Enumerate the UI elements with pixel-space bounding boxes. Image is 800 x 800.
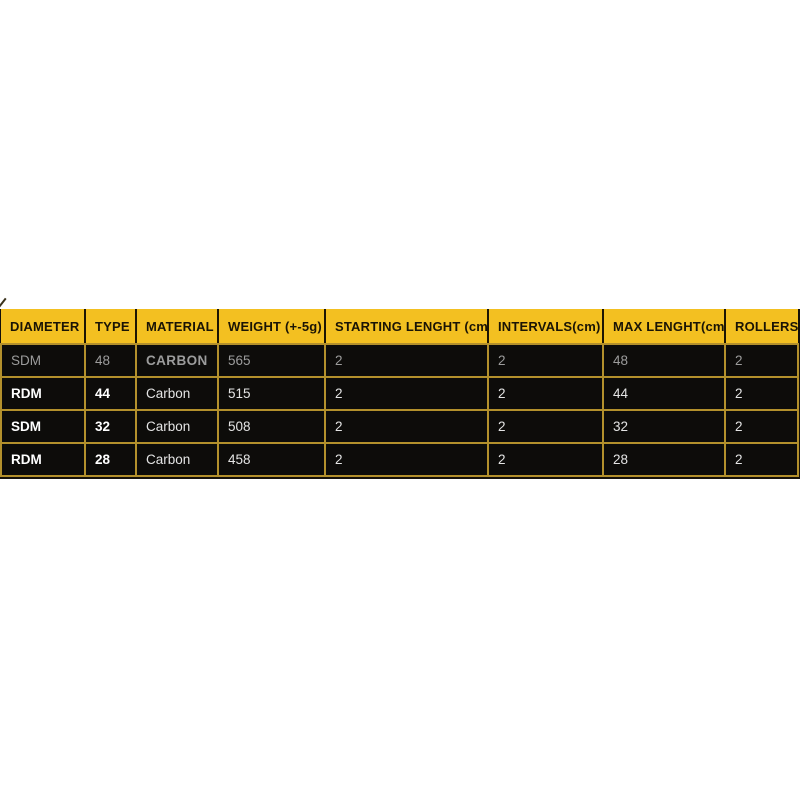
cell-type: 28 bbox=[84, 442, 137, 477]
cell-material: Carbon bbox=[135, 442, 219, 477]
table-row: RDM 28 Carbon 458 2 2 28 2 bbox=[0, 442, 799, 477]
cell-rollers: 2 bbox=[724, 376, 799, 411]
cell-weight: 565 bbox=[217, 343, 326, 378]
table-header-row: DIAMETER TYPE MATERIAL WEIGHT (+-5g) STA… bbox=[1, 309, 798, 345]
cell-intervals: 2 bbox=[487, 343, 604, 378]
cell-rollers: 2 bbox=[724, 442, 799, 477]
cell-intervals: 2 bbox=[487, 442, 604, 477]
cell-starting-length: 2 bbox=[324, 442, 489, 477]
cell-type: 44 bbox=[84, 376, 137, 411]
cell-type: 32 bbox=[84, 409, 137, 444]
table-row: RDM 44 Carbon 515 2 2 44 2 bbox=[0, 376, 799, 411]
corner-artifact bbox=[0, 297, 7, 308]
cell-rollers: 2 bbox=[724, 409, 799, 444]
cell-diameter: SDM bbox=[0, 343, 86, 378]
header-cell-starting-length: STARTING LENGHT (cm) bbox=[324, 309, 488, 345]
cell-max-length: 48 bbox=[602, 343, 726, 378]
table-row: SDM 48 CARBON 565 2 2 48 2 bbox=[0, 343, 799, 378]
cell-starting-length: 2 bbox=[324, 409, 489, 444]
cell-starting-length: 2 bbox=[324, 343, 489, 378]
cell-intervals: 2 bbox=[487, 409, 604, 444]
cell-material: Carbon bbox=[135, 409, 219, 444]
cell-diameter: RDM bbox=[0, 376, 86, 411]
cell-material: Carbon bbox=[135, 376, 219, 411]
header-cell-diameter: DIAMETER bbox=[1, 309, 85, 345]
cell-rollers: 2 bbox=[724, 343, 799, 378]
header-cell-weight: WEIGHT (+-5g) bbox=[217, 309, 325, 345]
header-cell-max-length: MAX LENGHT(cm) bbox=[602, 309, 725, 345]
cell-max-length: 44 bbox=[602, 376, 726, 411]
header-cell-rollers: ROLLERS bbox=[724, 309, 798, 345]
table-row: SDM 32 Carbon 508 2 2 32 2 bbox=[0, 409, 799, 444]
cell-material: CARBON bbox=[135, 343, 219, 378]
cell-diameter: SDM bbox=[0, 409, 86, 444]
cell-weight: 458 bbox=[217, 442, 326, 477]
cell-max-length: 32 bbox=[602, 409, 726, 444]
header-cell-intervals: INTERVALS(cm) bbox=[487, 309, 603, 345]
cell-intervals: 2 bbox=[487, 376, 604, 411]
cell-weight: 515 bbox=[217, 376, 326, 411]
cell-type: 48 bbox=[84, 343, 137, 378]
header-cell-type: TYPE bbox=[84, 309, 136, 345]
cell-diameter: RDM bbox=[0, 442, 86, 477]
cell-max-length: 28 bbox=[602, 442, 726, 477]
cell-weight: 508 bbox=[217, 409, 326, 444]
spec-table: DIAMETER TYPE MATERIAL WEIGHT (+-5g) STA… bbox=[0, 309, 799, 477]
spec-table-frame: DIAMETER TYPE MATERIAL WEIGHT (+-5g) STA… bbox=[0, 297, 800, 479]
cell-starting-length: 2 bbox=[324, 376, 489, 411]
header-cell-material: MATERIAL bbox=[135, 309, 218, 345]
